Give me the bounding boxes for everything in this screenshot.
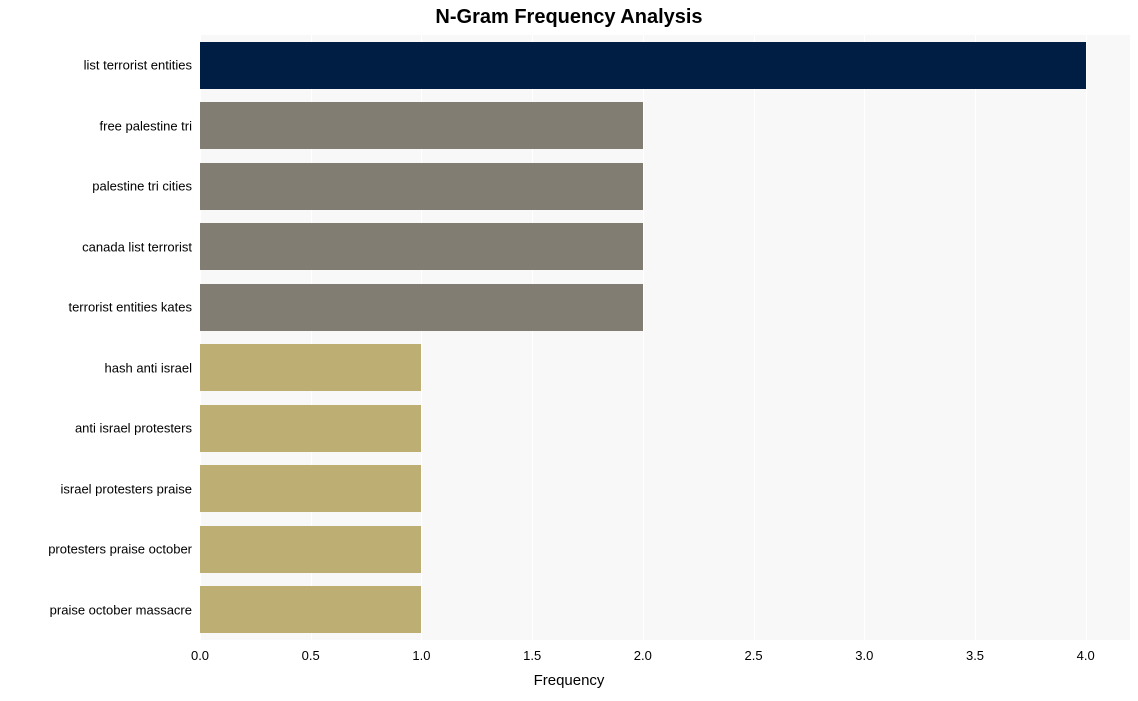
- x-tick-label: 3.5: [966, 648, 984, 663]
- y-tick-label: anti israel protesters: [2, 421, 192, 436]
- chart-title: N-Gram Frequency Analysis: [0, 6, 1138, 29]
- grid-line: [864, 35, 865, 640]
- x-tick-label: 2.5: [745, 648, 763, 663]
- bar: [200, 405, 421, 452]
- bar: [200, 102, 643, 149]
- bar: [200, 163, 643, 210]
- grid-line: [643, 35, 644, 640]
- bar: [200, 344, 421, 391]
- y-tick-label: praise october massacre: [2, 602, 192, 617]
- y-tick-label: free palestine tri: [2, 118, 192, 133]
- y-tick-label: terrorist entities kates: [2, 300, 192, 315]
- bar: [200, 526, 421, 573]
- y-tick-label: palestine tri cities: [2, 179, 192, 194]
- bar: [200, 284, 643, 331]
- y-tick-label: protesters praise october: [2, 542, 192, 557]
- x-axis-label: Frequency: [0, 672, 1138, 689]
- grid-line: [975, 35, 976, 640]
- x-tick-label: 0.5: [302, 648, 320, 663]
- y-tick-label: canada list terrorist: [2, 239, 192, 254]
- y-tick-label: hash anti israel: [2, 360, 192, 375]
- grid-line: [1086, 35, 1087, 640]
- grid-line: [754, 35, 755, 640]
- bar: [200, 586, 421, 633]
- x-tick-label: 0.0: [191, 648, 209, 663]
- x-tick-label: 2.0: [634, 648, 652, 663]
- y-tick-label: israel protesters praise: [2, 481, 192, 496]
- bar: [200, 465, 421, 512]
- x-tick-label: 3.0: [855, 648, 873, 663]
- bar: [200, 223, 643, 270]
- y-tick-label: list terrorist entities: [2, 58, 192, 73]
- chart-container: N-Gram Frequency Analysis Frequency list…: [0, 0, 1138, 701]
- x-tick-label: 4.0: [1077, 648, 1095, 663]
- bar: [200, 42, 1086, 89]
- x-tick-label: 1.0: [412, 648, 430, 663]
- x-tick-label: 1.5: [523, 648, 541, 663]
- plot-area: [200, 35, 1130, 640]
